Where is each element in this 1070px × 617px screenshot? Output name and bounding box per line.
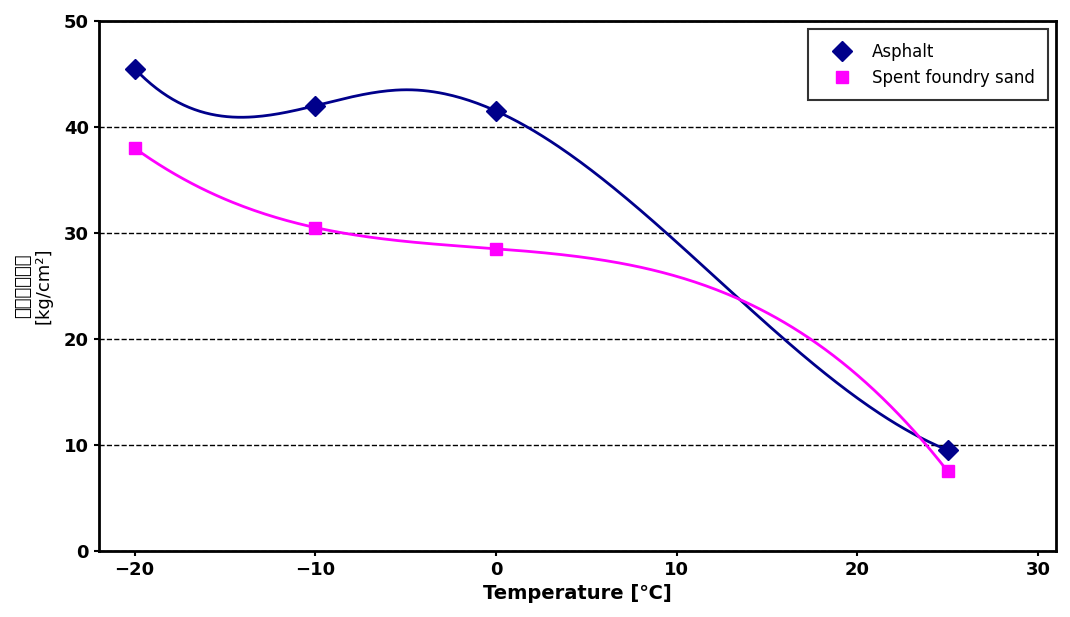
Legend: Asphalt, Spent foundry sand: Asphalt, Spent foundry sand bbox=[808, 29, 1048, 100]
Asphalt bbox=[942, 447, 954, 454]
Y-axis label: 간접인장강도
[kg/cm²]: 간접인장강도 [kg/cm²] bbox=[14, 247, 52, 324]
Spent foundry sand bbox=[128, 144, 141, 152]
Asphalt bbox=[309, 102, 322, 109]
Asphalt bbox=[128, 65, 141, 72]
X-axis label: Temperature [℃]: Temperature [℃] bbox=[483, 584, 672, 603]
Asphalt bbox=[490, 107, 503, 115]
Line: Asphalt: Asphalt bbox=[127, 62, 954, 457]
Line: Spent foundry sand: Spent foundry sand bbox=[128, 142, 954, 478]
Spent foundry sand bbox=[490, 245, 503, 252]
Spent foundry sand bbox=[942, 468, 954, 475]
Spent foundry sand bbox=[309, 224, 322, 231]
